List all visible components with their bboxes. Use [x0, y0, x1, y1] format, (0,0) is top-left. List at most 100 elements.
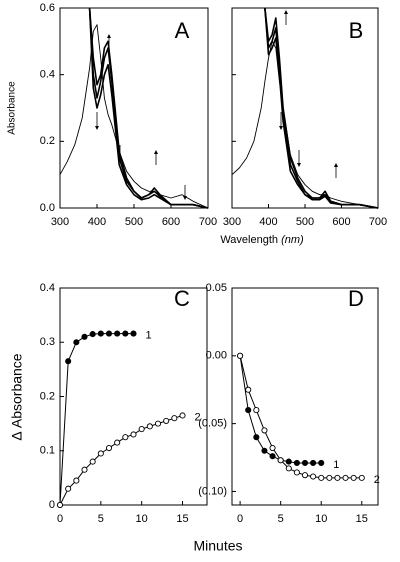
- x-tick-label: 300: [51, 216, 69, 228]
- data-point: [73, 477, 80, 484]
- data-point: [350, 474, 357, 481]
- series-line: [239, 355, 322, 464]
- panel-letter: D: [348, 286, 364, 311]
- data-point: [122, 434, 129, 441]
- data-point: [105, 444, 113, 452]
- y-tick-label: 0.3: [40, 336, 55, 348]
- data-point: [261, 427, 268, 434]
- data-point: [138, 425, 145, 433]
- data-point: [301, 459, 309, 467]
- y-tick-label: 0.0: [40, 202, 55, 214]
- series-label: 1: [333, 459, 339, 471]
- series-line: [231, 40, 379, 209]
- data-point: [114, 439, 121, 446]
- y-tick-label: 0.6: [40, 2, 55, 14]
- x-tick-label: 15: [356, 513, 368, 525]
- series-line: [59, 333, 134, 506]
- y-tick-label: 0.4: [40, 282, 55, 294]
- series-line: [88, 7, 209, 209]
- x-tick-label: 0: [237, 513, 243, 525]
- x-tick-label: 500: [125, 216, 143, 228]
- x-tick-label: 5: [98, 513, 104, 525]
- data-point: [89, 458, 96, 465]
- y-tick-label: 0.2: [40, 135, 55, 147]
- data-point: [342, 474, 349, 481]
- data-point: [326, 474, 333, 481]
- data-point: [310, 459, 317, 467]
- data-point: [73, 339, 80, 346]
- data-point: [237, 352, 244, 359]
- x-tick-label: 10: [315, 513, 327, 525]
- data-point: [285, 465, 292, 472]
- y-axis-title: Δ Absorbance: [9, 353, 25, 440]
- x-axis-title: Minutes: [193, 538, 242, 554]
- series-label: 2: [374, 474, 380, 486]
- series-line: [59, 24, 209, 209]
- data-point: [81, 466, 88, 473]
- y-tick-label: (0.10): [198, 485, 227, 497]
- series-line: [88, 7, 209, 209]
- data-point: [130, 330, 137, 337]
- data-point: [130, 431, 137, 438]
- x-axis-title-text: Wavelength: [220, 234, 278, 246]
- series-line: [88, 7, 209, 209]
- x-tick-label: 700: [369, 216, 387, 228]
- data-point: [171, 415, 178, 422]
- data-point: [301, 472, 309, 479]
- y-tick-label: 0.1: [40, 445, 55, 457]
- data-point: [285, 458, 292, 465]
- data-point: [277, 457, 284, 464]
- panel-letter: A: [175, 18, 190, 43]
- data-point: [253, 407, 260, 414]
- data-point: [65, 485, 72, 492]
- series-group: [237, 352, 365, 481]
- x-tick-label: 400: [259, 216, 277, 228]
- data-point: [105, 330, 113, 337]
- x-tick-label: 500: [296, 216, 314, 228]
- data-point: [146, 423, 153, 430]
- x-tick-label: 400: [88, 216, 106, 228]
- data-point: [358, 474, 365, 481]
- y-tick-label: 0: [49, 499, 55, 511]
- series-line: [59, 415, 183, 506]
- x-axis-title-unit: (nm): [281, 234, 304, 246]
- y-tick-label: 0.05: [206, 282, 227, 294]
- series-label: 1: [146, 329, 152, 341]
- x-tick-label: 300: [223, 216, 241, 228]
- y-tick-label: 0.2: [40, 390, 55, 402]
- x-axis-title: Wavelength (nm): [220, 234, 304, 246]
- data-point: [245, 407, 252, 414]
- x-tick-label: 15: [176, 513, 188, 525]
- x-tick-label: 700: [199, 216, 217, 228]
- y-tick-label: 0.00: [206, 350, 227, 362]
- y-tick-label: (0.05): [198, 418, 227, 430]
- data-point: [97, 450, 104, 457]
- data-point: [318, 474, 325, 481]
- panel-letter: B: [349, 18, 364, 43]
- y-axis-title: Absorbance: [7, 81, 18, 135]
- x-tick-label: 600: [332, 216, 350, 228]
- x-tick-label: 5: [278, 513, 284, 525]
- series-label: 2: [195, 411, 201, 423]
- data-point: [269, 453, 276, 460]
- data-point: [89, 331, 96, 338]
- annotation-arrows: [95, 10, 338, 200]
- data-point: [114, 330, 121, 337]
- series-group: [231, 7, 379, 209]
- plot-frame: [231, 287, 379, 506]
- y-tick-label: 0.4: [40, 69, 55, 81]
- data-point: [97, 330, 104, 337]
- data-point: [179, 412, 186, 419]
- data-point: [163, 417, 170, 424]
- data-point: [261, 447, 268, 454]
- data-point: [293, 459, 300, 467]
- data-point: [65, 358, 72, 365]
- data-point: [269, 444, 276, 452]
- data-point: [154, 420, 162, 427]
- series-line: [264, 7, 379, 209]
- data-point: [245, 386, 252, 393]
- series-group: [59, 7, 209, 209]
- x-tick-label: 600: [162, 216, 180, 228]
- series-group: [56, 330, 186, 509]
